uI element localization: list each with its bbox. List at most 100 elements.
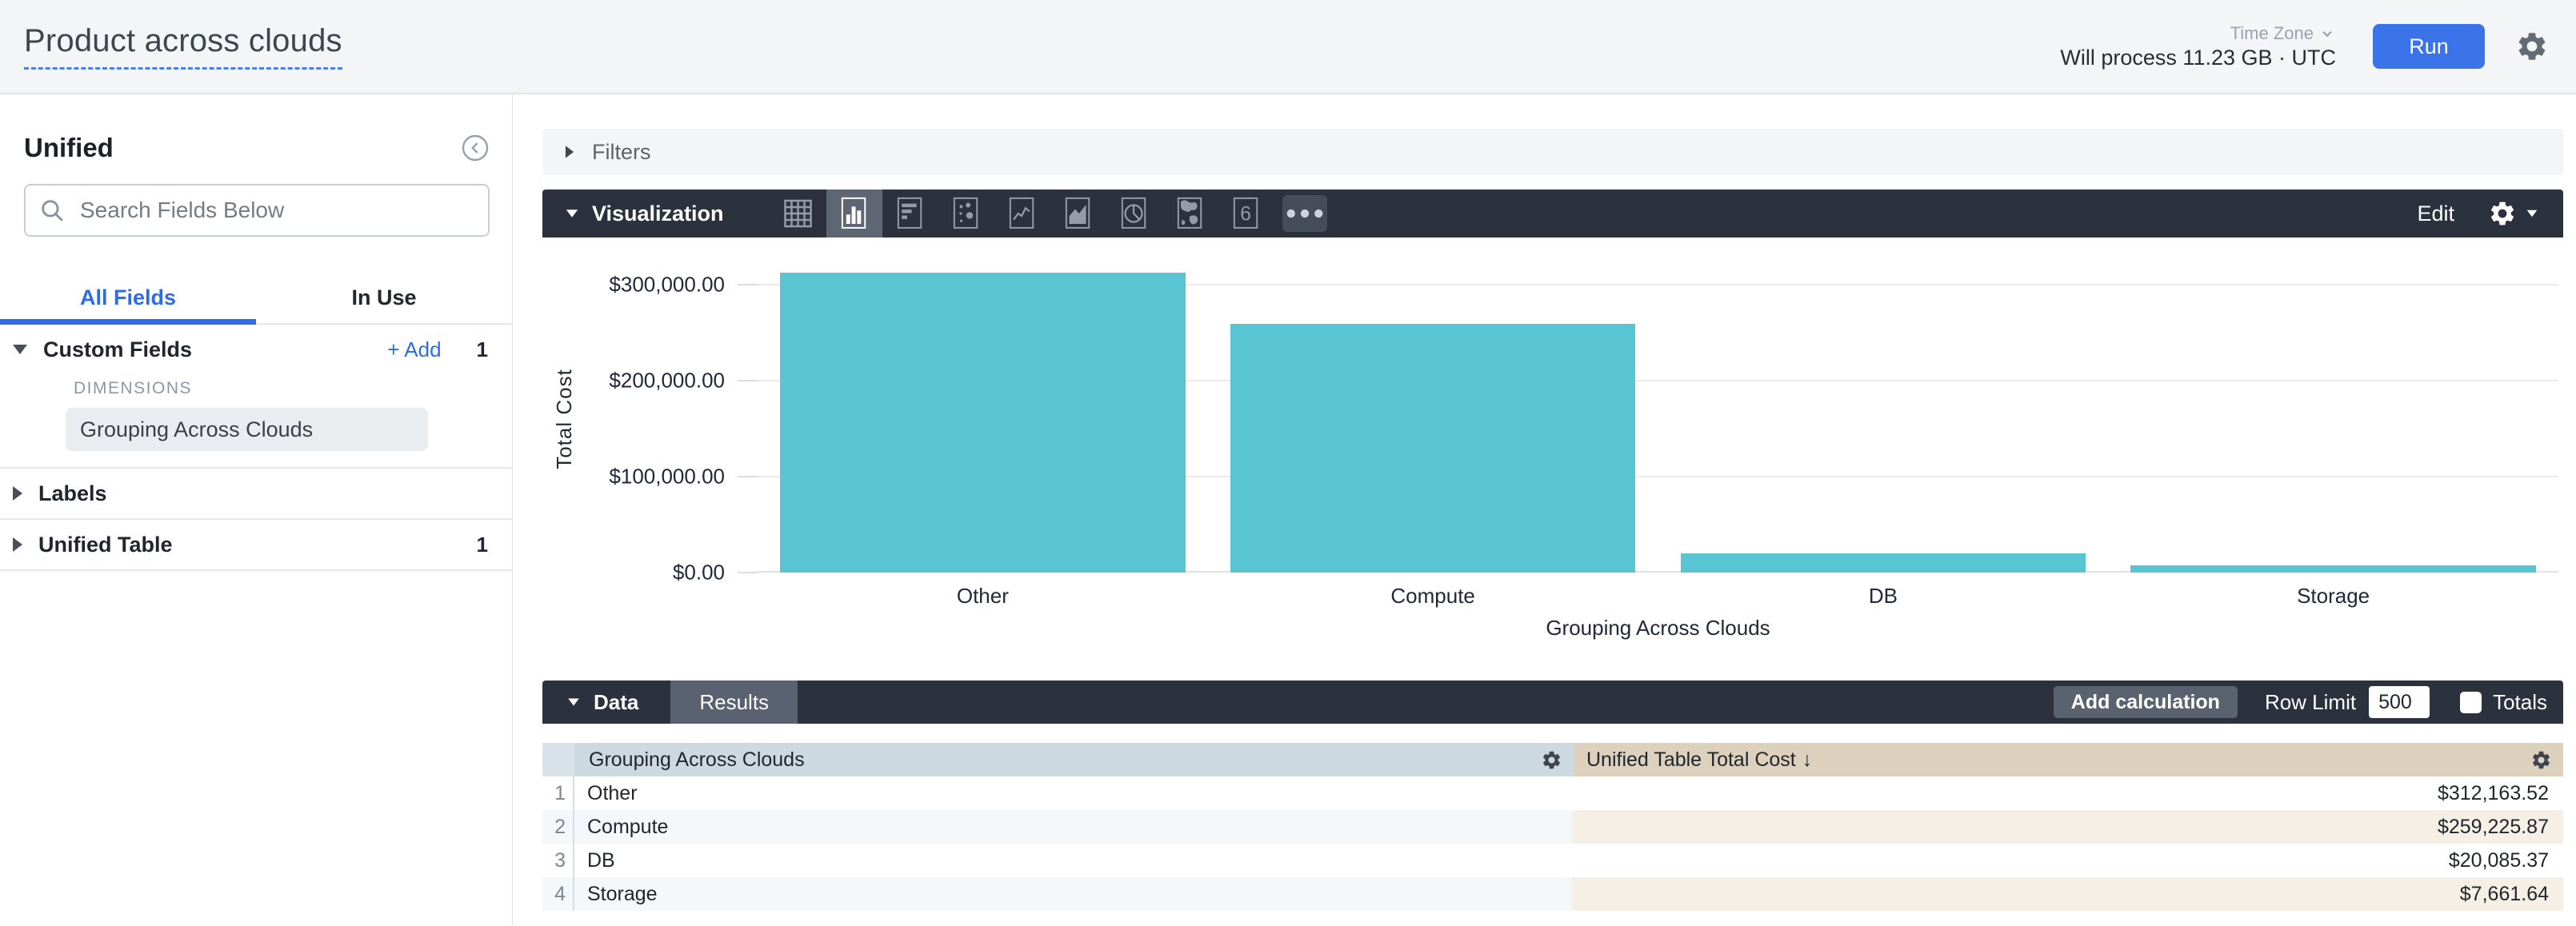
search-icon: [42, 200, 63, 222]
area-chart-viz-icon[interactable]: [1050, 190, 1106, 237]
totals-checkbox[interactable]: [2460, 691, 2482, 713]
column-gear-icon[interactable]: [2530, 749, 2552, 771]
x-category-label: Other: [956, 584, 1009, 608]
data-section-toggle[interactable]: Data: [542, 681, 670, 724]
axis-tick-mark: [738, 380, 758, 381]
bar-db[interactable]: [1680, 553, 2086, 573]
chevron-down-icon: [2322, 30, 2332, 37]
measure-cell[interactable]: $7,661.64: [1572, 877, 2563, 911]
measure-column-header[interactable]: Unified Table Total Cost ↓: [1574, 743, 2563, 776]
header-right: Time Zone Will process 11.23 GB · UTC Ru…: [2060, 23, 2549, 70]
visualization-label: Visualization: [592, 201, 724, 226]
map-viz-icon[interactable]: [1162, 190, 1218, 237]
bar-other[interactable]: [780, 273, 1186, 573]
row-limit-input[interactable]: [2369, 686, 2430, 718]
x-category-label: Storage: [2297, 584, 2370, 608]
viz-settings-gear-icon[interactable]: [2488, 199, 2517, 228]
y-tick-label: $200,000.00: [609, 368, 725, 393]
gridline: [758, 571, 2558, 573]
dimension-column-header[interactable]: Grouping Across Clouds: [574, 743, 1574, 776]
row-number: 3: [542, 844, 574, 877]
add-calculation-button[interactable]: Add calculation: [2053, 686, 2238, 718]
time-zone-dropdown[interactable]: Time Zone: [2230, 23, 2336, 44]
sidebar-section-custom-fields[interactable]: Custom Fields + Add 1: [0, 325, 512, 374]
measure-cell[interactable]: $259,225.87: [1572, 810, 2563, 844]
table-row: 3 DB $20,085.37: [542, 844, 2563, 877]
row-number: 4: [542, 877, 574, 911]
x-axis-title: Grouping Across Clouds: [1546, 616, 1770, 640]
section-count: 1: [476, 532, 488, 557]
y-tick-label: $100,000.00: [609, 464, 725, 489]
chevron-down-icon: [2526, 210, 2538, 218]
explore-gear-icon[interactable]: [2515, 30, 2549, 63]
process-size-text: Will process 11.23 GB · UTC: [2060, 45, 2336, 70]
collapse-sidebar-icon[interactable]: [461, 134, 490, 162]
pie-chart-viz-icon[interactable]: [1106, 190, 1162, 237]
column-gear-icon[interactable]: [1541, 749, 1562, 771]
measure-cell[interactable]: $312,163.52: [2437, 781, 2549, 804]
row-limit-label: Row Limit: [2264, 689, 2357, 714]
page-title[interactable]: Product across clouds: [24, 23, 342, 70]
gridline: [758, 380, 2558, 381]
add-custom-field-link[interactable]: + Add: [387, 337, 442, 361]
filters-label: Filters: [592, 139, 651, 164]
x-category-label: Compute: [1390, 584, 1475, 608]
collapsed-caret-icon[interactable]: [565, 146, 574, 158]
bar-chart-viz-icon[interactable]: [882, 190, 938, 237]
expand-caret-icon[interactable]: [568, 698, 579, 706]
sort-desc-arrow-icon[interactable]: ↓: [1802, 748, 1813, 771]
axis-tick-mark: [738, 284, 758, 285]
dimension-cell[interactable]: Compute: [574, 810, 1572, 844]
svg-text:6: 6: [1241, 204, 1252, 226]
gridline: [758, 284, 2558, 285]
expand-caret-icon[interactable]: [13, 345, 27, 354]
custom-field-list: Grouping Across Clouds: [0, 408, 512, 451]
section-label: Unified Table: [38, 532, 173, 557]
filters-bar[interactable]: Filters: [542, 129, 2563, 175]
field-search[interactable]: [24, 184, 490, 237]
expand-caret-icon[interactable]: [566, 210, 578, 218]
collapsed-caret-icon[interactable]: [13, 486, 22, 501]
viz-type-picker: 6: [770, 190, 1327, 237]
query-meta: Time Zone Will process 11.23 GB · UTC: [2060, 23, 2336, 70]
chart-plot: [758, 237, 2558, 573]
y-axis-ticks: $0.00 $100,000.00 $200,000.00 $300,000.00: [542, 237, 758, 585]
top-header: Product across clouds Time Zone Will pro…: [0, 0, 2576, 94]
bar-slot: [1208, 237, 1658, 573]
row-number-header: [542, 743, 574, 776]
tab-in-use[interactable]: In Use: [351, 285, 417, 309]
bar-compute[interactable]: [1230, 324, 1636, 573]
active-tab-underline: [0, 319, 256, 325]
data-bar: Data Results Add calculation Row Limit T…: [542, 681, 2563, 724]
table-viz-icon[interactable]: [770, 190, 826, 237]
edit-viz-button[interactable]: Edit: [2417, 201, 2454, 226]
search-input[interactable]: [80, 198, 475, 223]
run-button[interactable]: Run: [2373, 24, 2485, 69]
bar-storage[interactable]: [2130, 565, 2536, 573]
more-viz-options[interactable]: [1282, 195, 1327, 232]
section-label: Labels: [38, 481, 107, 505]
y-tick-label: $0.00: [672, 560, 725, 585]
sidebar-section-unified-table[interactable]: Unified Table 1: [0, 520, 512, 569]
bar-slot: [1658, 237, 2109, 573]
row-number: 2: [542, 810, 574, 844]
bar-slot: [758, 237, 1208, 573]
line-chart-viz-icon[interactable]: [994, 190, 1050, 237]
dimension-cell[interactable]: DB: [587, 848, 615, 872]
results-tab[interactable]: Results: [670, 681, 798, 724]
dimension-cell[interactable]: Other: [587, 781, 638, 804]
tab-all-fields[interactable]: All Fields: [79, 285, 177, 309]
dimension-cell[interactable]: Storage: [574, 877, 1572, 911]
sidebar-section-labels[interactable]: Labels: [0, 469, 512, 518]
totals-label: Totals: [2493, 689, 2547, 714]
column-chart-viz-icon[interactable]: [826, 190, 882, 237]
custom-field-pill[interactable]: Grouping Across Clouds: [66, 408, 428, 451]
measure-cell[interactable]: $20,085.37: [2448, 848, 2549, 872]
collapsed-caret-icon[interactable]: [13, 537, 22, 552]
table-row: 2 Compute $259,225.87: [542, 810, 2563, 844]
scatterplot-viz-icon[interactable]: [938, 190, 994, 237]
column-label: Grouping Across Clouds: [589, 748, 805, 771]
visualization-bar: Visualization 6 Edit: [542, 190, 2563, 237]
single-value-viz-icon[interactable]: 6: [1218, 190, 1274, 237]
table-row: 1 Other $312,163.52: [542, 776, 2563, 810]
